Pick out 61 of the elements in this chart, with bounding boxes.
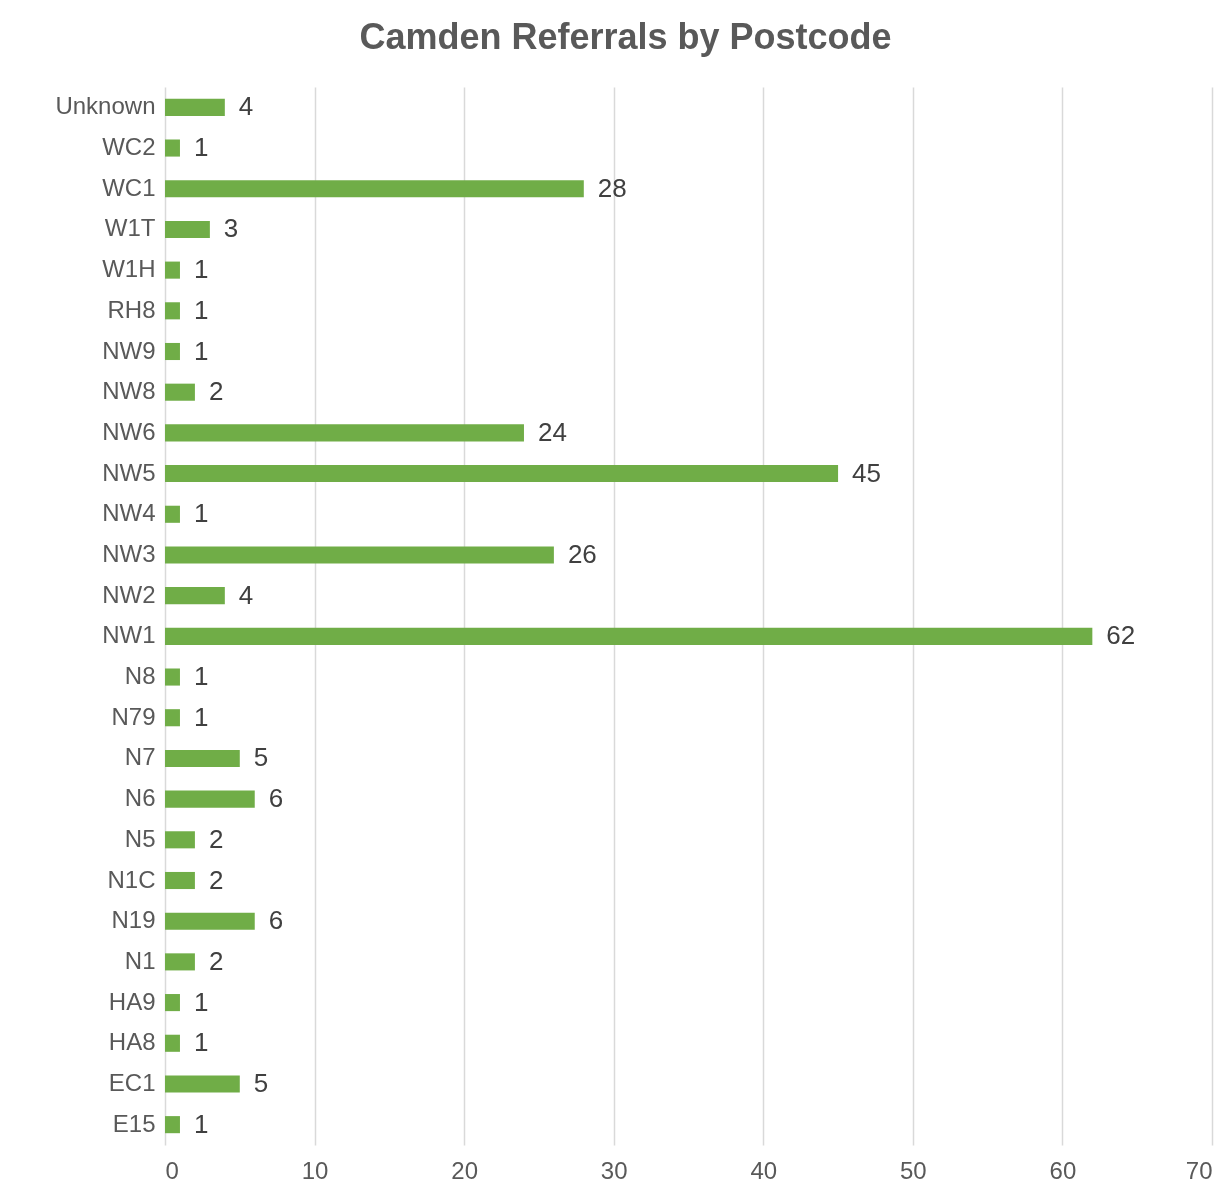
data-label: 4 xyxy=(238,579,254,610)
y-tick-label: NW1 xyxy=(102,621,156,649)
y-tick-label: HA9 xyxy=(108,987,156,1015)
x-tick-label: 20 xyxy=(451,1156,478,1184)
data-label: 1 xyxy=(193,498,209,529)
data-label: 2 xyxy=(208,945,224,976)
y-tick-label: EC1 xyxy=(108,1068,156,1096)
data-label: 1 xyxy=(193,1027,209,1058)
y-tick-label: N6 xyxy=(124,784,156,812)
data-label: 4 xyxy=(238,91,254,122)
x-tick-label: 70 xyxy=(1185,1156,1213,1184)
y-tick-label: NW5 xyxy=(102,458,156,486)
data-label: 45 xyxy=(852,457,881,488)
data-label: 24 xyxy=(537,416,567,447)
x-tick-label: 10 xyxy=(301,1156,329,1184)
y-tick-label: N5 xyxy=(124,824,156,852)
y-tick-label: HA8 xyxy=(108,1028,156,1056)
y-tick-label: N79 xyxy=(111,702,156,730)
y-tick-label: Unknown xyxy=(55,92,156,120)
data-label: 1 xyxy=(193,132,209,163)
data-label: 1 xyxy=(193,986,209,1017)
y-tick-label: N1 xyxy=(124,946,156,974)
y-tick-label: N19 xyxy=(111,906,156,934)
y-tick-label: N8 xyxy=(124,662,156,690)
data-label: 3 xyxy=(223,213,239,244)
y-tick-label: WC2 xyxy=(102,133,156,161)
x-tick-label: 0 xyxy=(165,1156,179,1184)
x-tick-label: 40 xyxy=(750,1156,778,1184)
y-tick-label: N1C xyxy=(107,865,156,893)
data-label: 2 xyxy=(208,864,224,895)
data-label: 6 xyxy=(268,905,284,936)
y-tick-label: E15 xyxy=(112,1109,156,1137)
y-tick-label: W1H xyxy=(102,255,156,283)
y-tick-label: NW9 xyxy=(102,336,156,364)
y-tick-label: NW3 xyxy=(102,539,156,567)
x-tick-label: 30 xyxy=(600,1156,628,1184)
data-label: 5 xyxy=(253,1067,269,1098)
data-label: 26 xyxy=(567,538,597,569)
y-tick-label: NW4 xyxy=(102,499,156,527)
y-tick-label: N7 xyxy=(124,743,156,771)
data-label: 5 xyxy=(253,742,269,773)
data-label: 1 xyxy=(193,254,209,285)
chart-title: Camden Referrals by Postcode xyxy=(359,16,892,57)
y-tick-label: NW8 xyxy=(102,377,156,405)
data-label: 6 xyxy=(268,783,284,814)
data-label: 1 xyxy=(193,661,209,692)
y-tick-label: WC1 xyxy=(102,173,156,201)
y-tick-label: NW2 xyxy=(102,580,156,608)
data-label: 28 xyxy=(597,172,627,203)
data-label: 1 xyxy=(193,294,209,325)
data-label: 62 xyxy=(1106,620,1136,651)
y-tick-label: NW6 xyxy=(102,417,156,445)
data-label: 1 xyxy=(193,1108,209,1139)
x-tick-label: 60 xyxy=(1049,1156,1077,1184)
data-label: 1 xyxy=(193,335,209,366)
data-label: 2 xyxy=(208,823,224,854)
y-tick-label: RH8 xyxy=(107,295,156,323)
x-tick-label: 50 xyxy=(900,1156,927,1184)
data-label: 2 xyxy=(208,376,224,407)
y-tick-label: W1T xyxy=(104,214,156,242)
data-label: 1 xyxy=(193,701,209,732)
